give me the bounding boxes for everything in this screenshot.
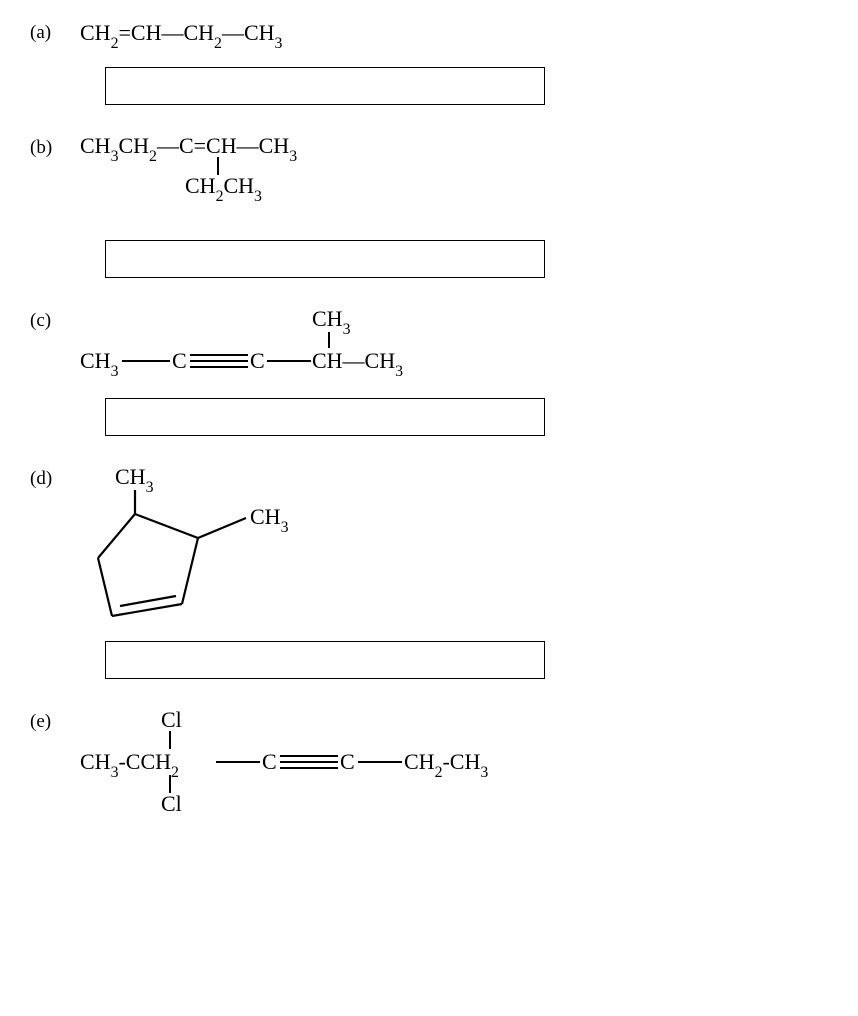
bond-vertical-c	[328, 332, 330, 348]
label-b: (b)	[30, 135, 80, 159]
answer-input-c[interactable]	[105, 398, 545, 436]
answer-input-a[interactable]	[105, 67, 545, 105]
bond-single-c2	[267, 360, 311, 362]
cyclopentene-ring	[80, 476, 280, 636]
answer-input-b[interactable]	[105, 240, 545, 278]
problem-d: (d) CH3 CH3	[30, 466, 828, 679]
formula-a: CH2=CH—CH2—CH3	[80, 20, 282, 52]
problem-b: (b) CH3CH2—C=CH—CH3 CH2CH3	[30, 135, 828, 278]
formula-c: CH3 CH3 C C CH—CH3	[80, 308, 460, 398]
problem-a: (a) CH2=CH—CH2—CH3	[30, 20, 828, 105]
label-e: (e)	[30, 709, 80, 733]
label-d: (d)	[30, 466, 80, 490]
formula-b: CH3CH2—C=CH—CH3 CH2CH3	[80, 135, 420, 215]
triple-bond-c	[190, 353, 248, 369]
bond-single-e1	[216, 761, 260, 763]
label-a: (a)	[30, 20, 80, 44]
label-c: (c)	[30, 308, 80, 332]
bond-cl-up	[169, 731, 171, 749]
bond-vertical-b	[217, 157, 219, 175]
formula-e: Cl CH3-CCH2 C C CH2-CH3	[80, 709, 560, 819]
bond-single-e2	[358, 761, 402, 763]
triple-bond-e	[280, 754, 338, 770]
problem-e: (e) Cl CH3-CCH2 C C CH2-CH3	[30, 709, 828, 819]
answer-input-d[interactable]	[105, 641, 545, 679]
formula-d: CH3 CH3	[80, 466, 380, 636]
problem-c: (c) CH3 CH3 C C CH—CH3	[30, 308, 828, 436]
bond-single-c1	[122, 360, 170, 362]
